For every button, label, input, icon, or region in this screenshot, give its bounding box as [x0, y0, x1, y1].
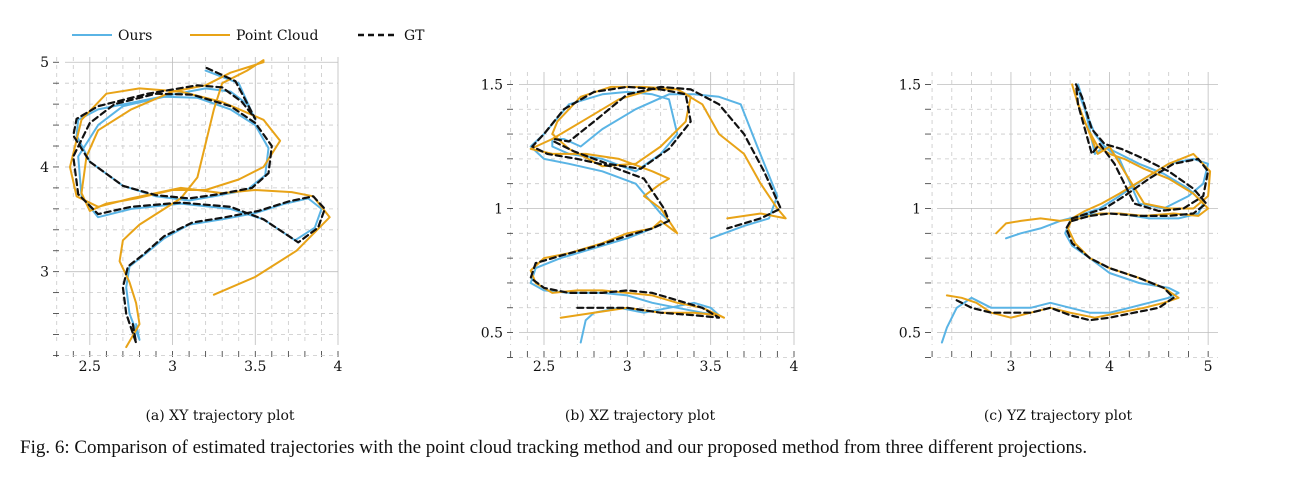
- x-tick-label: 3.5: [700, 359, 722, 375]
- legend: Ours Point Cloud GT: [72, 28, 425, 44]
- subcaption-yz: (c) YZ trajectory plot: [984, 408, 1133, 424]
- grid-xy: [53, 57, 339, 357]
- y-tick-label: 1: [494, 202, 503, 218]
- series-line-gt: [955, 83, 1210, 322]
- xz-trajectory-plot: 2.5 3 3.5 4 0.5 1 1.5: [481, 72, 799, 375]
- legend-label: GT: [404, 28, 425, 44]
- series-line-ours: [75, 69, 323, 341]
- y-tick-label: 1.5: [899, 77, 921, 93]
- x-tick-label: 3: [168, 359, 177, 375]
- series-line-gt: [529, 85, 782, 319]
- legend-label: Point Cloud: [236, 28, 318, 44]
- y-tick-label: 1.5: [481, 77, 503, 93]
- y-tick-label: 1: [912, 202, 921, 218]
- series-line-gt: [72, 66, 326, 344]
- figure-caption: Fig. 6: Comparison of estimated trajecto…: [20, 437, 1088, 458]
- x-tick-label: 4: [334, 359, 343, 375]
- legend-label: Ours: [118, 28, 152, 44]
- subcaption-xz: (b) XZ trajectory plot: [565, 408, 716, 424]
- x-tick-label: 5: [1204, 359, 1213, 375]
- y-tick-label: 3: [40, 265, 49, 281]
- x-tick-label: 3: [623, 359, 632, 375]
- x-tick-label: 3.5: [244, 359, 266, 375]
- series-line-point-cloud: [69, 59, 331, 349]
- yz-trajectory-plot: 3 4 5 0.5 1 1.5: [899, 72, 1218, 375]
- subcaption-xy: (a) XY trajectory plot: [145, 408, 294, 424]
- x-tick-label: 4: [790, 359, 799, 375]
- y-tick-label: 4: [40, 160, 49, 176]
- x-tick-label: 4: [1105, 359, 1114, 375]
- y-tick-label: 0.5: [899, 326, 921, 342]
- y-tick-label: 0.5: [481, 326, 503, 342]
- x-tick-label: 2.5: [533, 359, 555, 375]
- xy-trajectory-plot: 2.5 3 3.5 4 3 4 5: [40, 55, 342, 375]
- y-tick-label: 5: [40, 55, 49, 71]
- x-tick-label: 2.5: [79, 359, 101, 375]
- x-tick-label: 3: [1006, 359, 1015, 375]
